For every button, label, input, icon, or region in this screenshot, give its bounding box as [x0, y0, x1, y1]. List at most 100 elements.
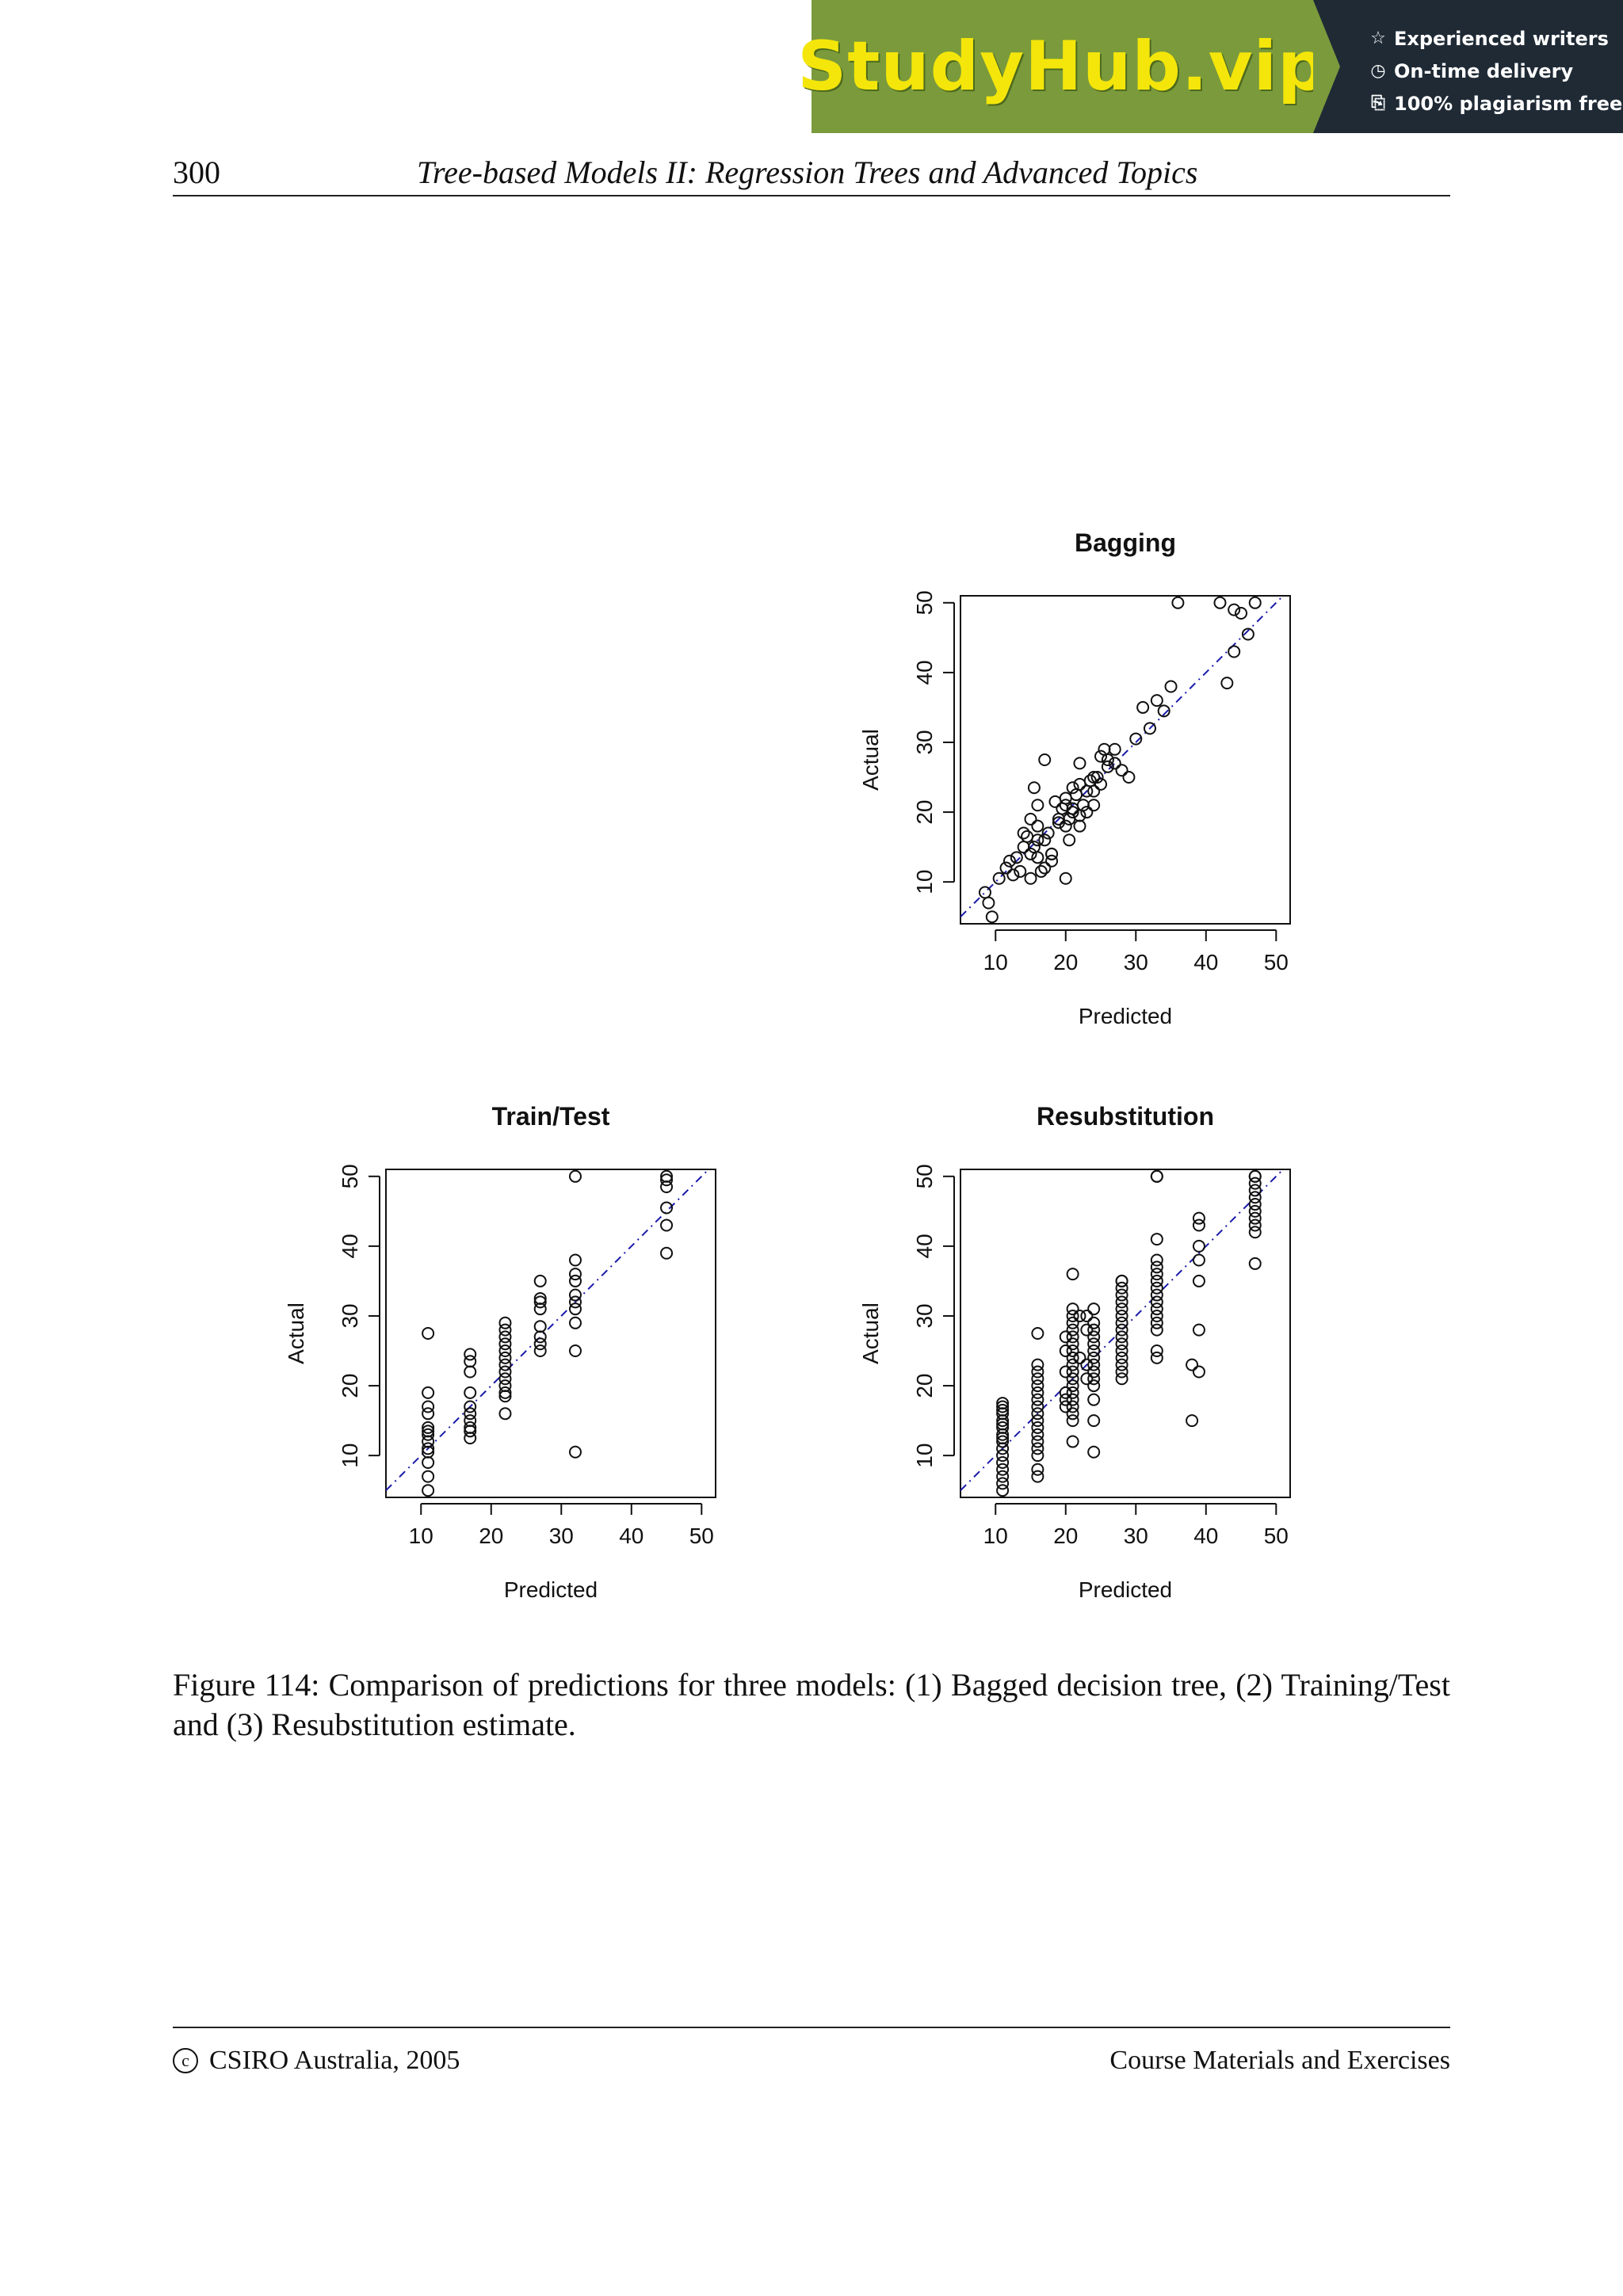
data-point: [1038, 833, 1052, 847]
data-point: [1115, 1288, 1128, 1302]
data-point: [1038, 861, 1052, 875]
data-point: [464, 1348, 477, 1361]
data-point: [1235, 607, 1248, 620]
data-point: [1150, 1316, 1163, 1329]
x-tick-label: 40: [619, 1524, 643, 1548]
reference-line: [385, 1169, 709, 1491]
data-point: [1014, 864, 1027, 878]
data-point: [1248, 1204, 1262, 1218]
data-point: [1073, 819, 1086, 833]
y-tick-label: 50: [912, 590, 937, 615]
plot-title: Bagging: [1075, 528, 1176, 557]
data-point: [982, 896, 995, 910]
data-point: [1031, 1393, 1044, 1406]
data-point: [1115, 1351, 1128, 1364]
data-point: [422, 1484, 435, 1497]
footer-right-text: Course Materials and Exercises: [1109, 2046, 1450, 2075]
data-point: [1186, 1358, 1199, 1371]
data-point: [498, 1372, 512, 1386]
data-point: [1150, 694, 1163, 707]
footer-left-text: CSIRO Australia, 2005: [209, 2046, 460, 2075]
data-point: [996, 1421, 1010, 1434]
data-point: [1248, 1191, 1262, 1204]
data-point: [568, 1274, 582, 1287]
data-point: [464, 1355, 477, 1368]
perk-item: ⎘ 100% plagiarism free: [1369, 87, 1623, 120]
data-point: [1192, 1219, 1205, 1232]
plot-title: Resubstitution: [1037, 1102, 1214, 1131]
data-point: [568, 1445, 582, 1459]
data-point: [996, 1463, 1010, 1476]
y-tick-label: 40: [912, 660, 937, 685]
banner-arrow: [1313, 0, 1340, 133]
data-point: [1080, 1323, 1094, 1337]
data-point: [1115, 1302, 1128, 1316]
data-point: [1171, 596, 1185, 609]
x-tick-label: 20: [1053, 950, 1078, 974]
star-icon: ☆: [1370, 29, 1386, 48]
data-point: [533, 1344, 547, 1358]
data-point: [533, 1337, 547, 1351]
data-point: [996, 1403, 1010, 1417]
data-point: [1192, 1211, 1205, 1225]
data-point: [1031, 1379, 1044, 1393]
data-point: [1248, 1184, 1262, 1197]
data-point: [1129, 732, 1143, 746]
data-point: [464, 1386, 477, 1399]
y-tick-label: 20: [912, 799, 937, 824]
data-point: [422, 1400, 435, 1413]
data-point: [1192, 1274, 1205, 1287]
data-point: [422, 1428, 435, 1441]
data-point: [498, 1379, 512, 1393]
data-point: [464, 1407, 477, 1421]
data-point: [1066, 1344, 1079, 1358]
data-point: [1041, 826, 1055, 840]
data-point: [1094, 777, 1108, 791]
y-tick-label: 30: [912, 1303, 937, 1328]
data-point: [498, 1344, 512, 1358]
data-point: [1087, 1372, 1101, 1386]
data-point: [1098, 742, 1111, 756]
data-point: [1031, 1470, 1044, 1483]
y-axis-label: Actual: [858, 1302, 883, 1364]
data-point: [1150, 1351, 1163, 1364]
brand-logo[interactable]: StudyHub.vip: [797, 0, 1340, 133]
data-point: [1248, 1177, 1262, 1190]
data-point: [1192, 1365, 1205, 1379]
brand-name: StudyHub.vip: [797, 27, 1327, 106]
y-tick-label: 10: [338, 1444, 362, 1468]
data-point: [1031, 1327, 1044, 1340]
data-point: [422, 1421, 435, 1434]
data-point: [1115, 1323, 1128, 1337]
y-tick-label: 40: [338, 1234, 362, 1258]
x-tick-label: 50: [689, 1524, 714, 1548]
data-point: [1090, 771, 1104, 784]
data-point: [1087, 799, 1101, 812]
data-point: [1150, 1274, 1163, 1287]
data-point: [660, 1219, 674, 1232]
ad-banner[interactable]: StudyHub.vip ☆ Experienced writers ◷ On-…: [797, 0, 1623, 133]
data-point: [1066, 1316, 1079, 1329]
data-point: [1073, 1309, 1086, 1322]
data-point: [1248, 1226, 1262, 1239]
data-point: [1045, 854, 1059, 868]
data-point: [422, 1470, 435, 1483]
data-point: [1066, 1358, 1079, 1371]
data-point: [1045, 847, 1059, 860]
data-point: [1087, 1337, 1101, 1351]
data-point: [1073, 777, 1086, 791]
data-point: [1070, 788, 1083, 802]
data-point: [1066, 1309, 1079, 1322]
data-point: [1108, 757, 1121, 770]
data-point: [1115, 1365, 1128, 1379]
x-tick-label: 10: [409, 1524, 433, 1548]
data-point: [1150, 1288, 1163, 1302]
data-point: [1031, 799, 1044, 812]
data-point: [996, 1484, 1010, 1497]
y-tick-label: 10: [912, 1444, 937, 1468]
data-point: [533, 1295, 547, 1309]
x-tick-label: 30: [1124, 1524, 1148, 1548]
data-point: [996, 1397, 1010, 1410]
data-point: [1031, 851, 1044, 864]
data-point: [1087, 1351, 1101, 1364]
